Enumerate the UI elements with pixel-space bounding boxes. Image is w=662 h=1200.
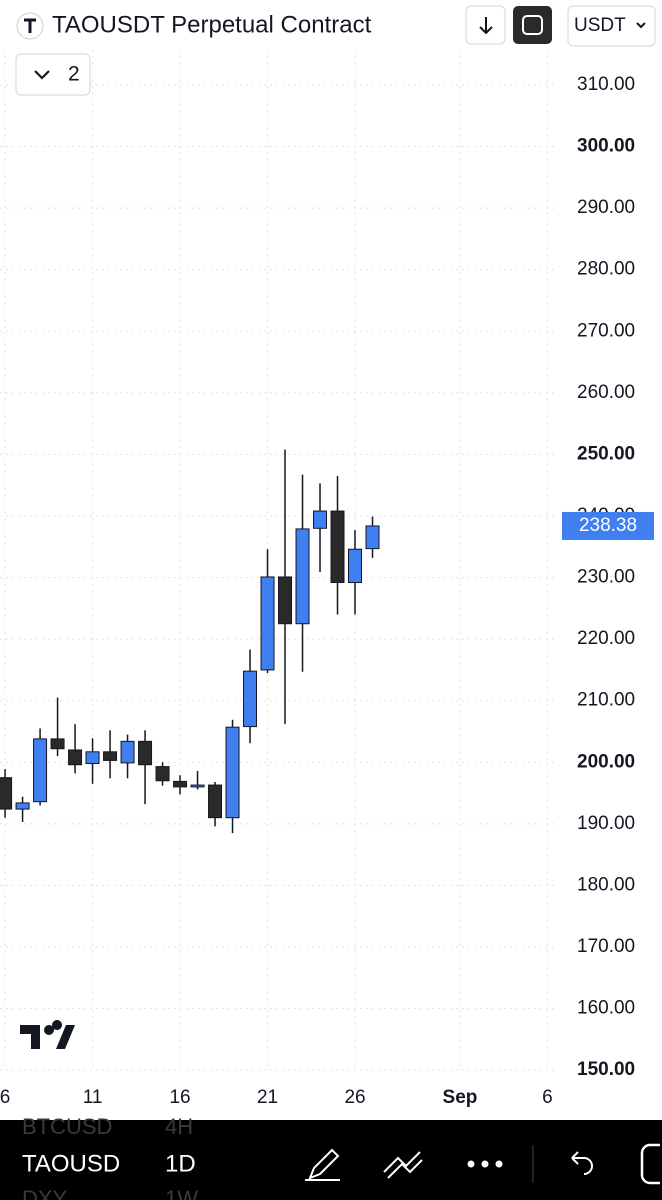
interval-next[interactable]: 1W xyxy=(165,1186,198,1200)
symbol[interactable]: TAOUSD xyxy=(22,1150,120,1177)
candle-body xyxy=(85,751,100,765)
x-tick-label: 26 xyxy=(344,1087,365,1108)
y-tick-label: 260.00 xyxy=(577,382,635,403)
y-tick-label: 250.00 xyxy=(577,443,635,464)
y-tick-label: 310.00 xyxy=(577,74,635,95)
candle-body xyxy=(120,740,135,764)
candle-body xyxy=(260,576,275,671)
x-tick-label: 6 xyxy=(0,1087,10,1108)
candle-body xyxy=(313,510,328,529)
candle-body xyxy=(50,738,65,750)
y-tick-label: 190.00 xyxy=(577,813,635,834)
indicators-count: 2 xyxy=(68,63,80,86)
y-tick-label: 160.00 xyxy=(577,998,635,1019)
candle-body xyxy=(208,784,223,819)
candle-body xyxy=(138,740,153,766)
interval-prev[interactable]: 4H xyxy=(165,1114,193,1139)
candle-body xyxy=(68,749,83,766)
toolbar xyxy=(0,1120,662,1200)
currency-label: USDT xyxy=(574,15,626,36)
symbol-next[interactable]: DXY xyxy=(22,1186,68,1200)
candle-body xyxy=(330,510,345,583)
logo-dot xyxy=(44,1025,54,1035)
y-tick-label: 230.00 xyxy=(577,567,635,588)
y-tick-label: 290.00 xyxy=(577,197,635,218)
more-button[interactable] xyxy=(467,1160,503,1168)
y-tick-label: 210.00 xyxy=(577,690,635,711)
plot xyxy=(0,50,555,1071)
candle-body xyxy=(243,670,258,728)
candle-body xyxy=(278,576,293,625)
candle-body xyxy=(365,525,380,550)
symbol-prev[interactable]: BTCUSD xyxy=(22,1114,112,1139)
indicators-chevron xyxy=(34,70,50,80)
candle-body xyxy=(348,548,363,583)
candle-body xyxy=(155,766,170,782)
candle-body xyxy=(190,784,205,788)
y-tick-label: 150.00 xyxy=(577,1059,635,1080)
last-price-label: 238.38 xyxy=(579,515,637,536)
y-tick-label: 180.00 xyxy=(577,874,635,895)
layout-button[interactable] xyxy=(640,1143,660,1185)
x-tick-label: 16 xyxy=(169,1087,190,1108)
candle-body xyxy=(225,726,240,819)
draw-tool[interactable] xyxy=(305,1148,340,1181)
candle-body xyxy=(33,738,48,803)
download-icon xyxy=(479,17,493,35)
candle-body xyxy=(15,802,30,810)
y-tick-label: 220.00 xyxy=(577,628,635,649)
y-tick-label: 200.00 xyxy=(577,751,635,772)
x-tick-label: 21 xyxy=(257,1087,278,1108)
currency-button[interactable] xyxy=(567,5,656,47)
last-price-tag xyxy=(562,511,654,540)
interval[interactable]: 1D xyxy=(165,1150,196,1177)
y-tick-label: 170.00 xyxy=(577,936,635,957)
x-tick-label: 11 xyxy=(83,1087,103,1108)
y-tick-label: 270.00 xyxy=(577,320,635,341)
x-tick-label: 6 xyxy=(542,1087,553,1108)
indicators-button[interactable] xyxy=(15,53,91,96)
symbol-icon-glyph xyxy=(24,18,36,33)
logo xyxy=(20,1020,75,1049)
candle-body xyxy=(295,528,310,625)
currency-chevron xyxy=(636,22,646,29)
fullscreen-button[interactable] xyxy=(513,6,552,44)
undo-button[interactable] xyxy=(571,1151,593,1175)
candle-body xyxy=(0,777,13,810)
chart-title: TAOUSDT Perpetual Contract xyxy=(52,11,372,38)
y-tick-label: 280.00 xyxy=(577,259,635,280)
fullscreen-icon xyxy=(522,15,543,35)
candle-body xyxy=(103,751,118,761)
trend-tool[interactable] xyxy=(383,1151,423,1179)
x-tick-label: Sep xyxy=(443,1087,478,1108)
y-tick-label: 300.00 xyxy=(577,136,635,157)
candle-body xyxy=(173,780,188,788)
